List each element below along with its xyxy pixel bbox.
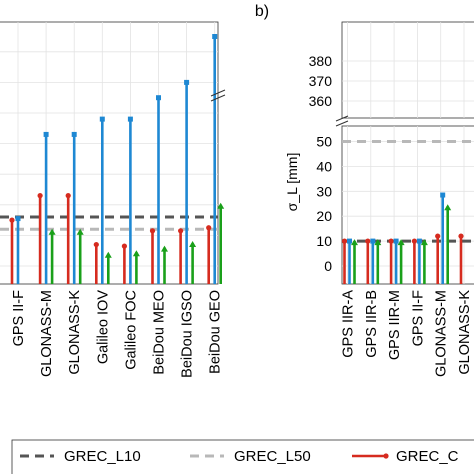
- category-label-galileo-foc: Galileo FOC: [123, 290, 139, 370]
- panel-b-category-labels: GPS IIR-A GPS IIR-B GPS IIR-M GPS II-F GLONA…: [341, 290, 474, 377]
- y-tick-label-360: 360: [309, 93, 333, 109]
- category-label-glonass-m: GLONASS-M: [39, 290, 55, 377]
- legend-grec-c-label: GREC_C: [396, 448, 459, 465]
- legend-grec-l50-label: GREC_L50: [234, 448, 311, 465]
- grec-gxs-stem-gps-iir-m-marker: [393, 238, 399, 244]
- category-label-gps-iir-a: GPS IIR-A: [341, 290, 357, 358]
- panel-a: GPS II-F GLONASS-M GLONASS-K Galileo IOV Gal…: [0, 21, 226, 378]
- grec-gxs-stem-glonass-m-marker: [440, 192, 446, 198]
- grec-c-stem-gps-ii-f-marker: [411, 238, 417, 244]
- panel-a-category-labels: GPS II-F GLONASS-M GLONASS-K Galileo IOV Gal…: [11, 290, 224, 378]
- legend-grec-n-s-label: GREC_N&S: [234, 471, 317, 474]
- category-label-beidou-geo: BeiDou GEO: [208, 290, 224, 374]
- grec-c-stem-gps-iir-a-marker: [341, 238, 348, 244]
- category-label-glonass-k: GLONASS-K: [457, 290, 473, 375]
- category-label-gps-iir-m: GPS IIR-M: [387, 290, 403, 360]
- grec-n-s-stem-glonass-m-marker: [48, 228, 56, 235]
- category-label-glonass-k: GLONASS-K: [67, 290, 83, 375]
- category-label-gps-iir-b: GPS IIR-B: [364, 290, 380, 358]
- panel-b-lower-axes-box: [341, 125, 474, 285]
- category-label-beidou-igso: BeiDou IGSO: [180, 290, 196, 378]
- grec-c-stem-glonass-k-marker: [458, 233, 464, 239]
- panel-b-stems: [341, 192, 464, 284]
- y-tick-label-40: 40: [316, 158, 332, 174]
- panel-b-y-axis-label: σ_L [mm]: [284, 153, 300, 212]
- panel-a-stems: [9, 34, 225, 284]
- legend-grec-gxs-label: GREC_GxS: [64, 471, 145, 474]
- grec-n-s-stem-beidou-geo-marker: [217, 202, 225, 209]
- grec-n-s-stem-beidou-igso-marker: [189, 241, 197, 248]
- grec-n-s-stem-gps-iir-m-marker: [397, 239, 405, 246]
- y-tick-label-30: 30: [316, 183, 332, 199]
- grec-n-s-stem-gps-iir-b-marker: [374, 239, 382, 246]
- grec-gxs-stem-galileo-foc-marker: [127, 116, 133, 122]
- grec-c-stem-beidou-igso-marker: [178, 228, 184, 234]
- legend-grec-l10-label: GREC_L10: [64, 448, 141, 465]
- y-tick-label-10: 10: [316, 233, 332, 249]
- y-tick-label-20: 20: [316, 208, 332, 224]
- grec-c-stem-glonass-m-marker: [435, 233, 441, 239]
- category-label-gps-ii-f: GPS II-F: [410, 290, 426, 347]
- legend: GREC_L10 GREC_L50 GREC_C GREC_GxS GREC_N&S: [11, 439, 474, 474]
- grec-gxs-stem-gps-iir-a-marker: [347, 238, 352, 244]
- grec-n-s-stem-galileo-iov-marker: [104, 251, 112, 258]
- grec-gxs-stem-galileo-iov-marker: [99, 116, 105, 122]
- grec-n-s-stem-gps-ii-f-marker: [420, 239, 428, 246]
- grec-n-s-stem-glonass-k-marker: [76, 228, 84, 235]
- panel-b-y-tick-labels: 0 10 20 30 40 50 360 370 380: [309, 53, 333, 274]
- grec-gxs-stem-gps-ii-f-marker: [15, 216, 21, 222]
- panel-b-upper-axes-box: [341, 21, 474, 119]
- grec-c-stem-beidou-geo-marker: [206, 225, 212, 231]
- grec-c-stem-glonass-k-marker: [65, 193, 71, 199]
- panel-a-axis-break: [210, 89, 226, 102]
- grec-gxs-stem-glonass-k-marker: [71, 131, 77, 137]
- y-tick-label-0: 0: [324, 258, 332, 274]
- grec-gxs-stem-beidou-igso-marker: [184, 79, 190, 85]
- grec-c-stem-glonass-m-marker: [37, 193, 43, 199]
- grec-c-stem-gps-iir-m-marker: [388, 238, 394, 244]
- grec-c-stem-galileo-iov-marker: [93, 241, 99, 248]
- grec-c-stem-gps-ii-f-marker: [9, 217, 15, 223]
- grec-n-s-stem-beidou-meo-marker: [161, 245, 168, 252]
- grec-c-stem-galileo-foc-marker: [121, 243, 127, 249]
- category-label-beidou-meo: BeiDou MEO: [152, 290, 168, 375]
- grec-gxs-stem-beidou-geo-marker: [212, 34, 218, 39]
- y-tick-label-370: 370: [309, 73, 333, 89]
- grec-c-stem-beidou-meo-marker: [149, 228, 156, 234]
- grec-gxs-stem-gps-ii-f-marker: [416, 238, 422, 244]
- category-label-gps-ii-f: GPS II-F: [11, 290, 27, 347]
- y-tick-label-50: 50: [316, 134, 332, 150]
- grec-gxs-stem-beidou-meo-marker: [156, 95, 161, 101]
- panel-b-label: b): [255, 3, 269, 20]
- category-label-galileo-iov: Galileo IOV: [95, 290, 111, 364]
- legend-box: [11, 439, 474, 474]
- grec-n-s-stem-gps-iir-a-marker: [351, 239, 358, 246]
- grec-n-s-stem-glonass-m-marker: [444, 204, 452, 211]
- grec-c-stem-gps-iir-b-marker: [365, 238, 371, 244]
- panel-b-axis-break: [335, 115, 349, 127]
- category-label-glonass-m: GLONASS-M: [434, 290, 450, 377]
- grec-gxs-stem-glonass-m-marker: [43, 131, 49, 137]
- y-tick-label-380: 380: [309, 53, 333, 69]
- grec-gxs-stem-gps-iir-b-marker: [370, 238, 376, 244]
- grec-n-s-stem-galileo-foc-marker: [132, 250, 140, 257]
- legend-grec-c-swatch-marker: [383, 453, 389, 459]
